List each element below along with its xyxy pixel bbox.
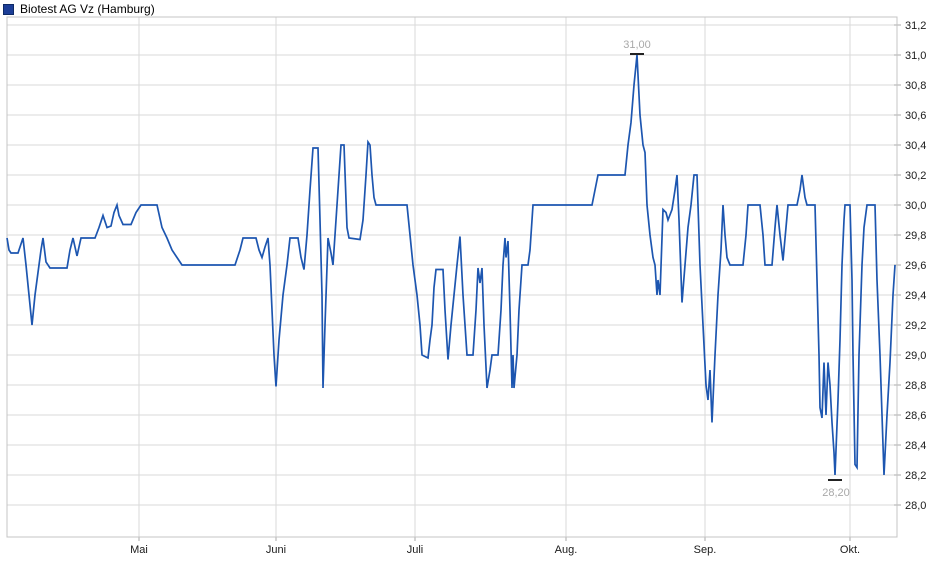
x-axis-label: Mai	[130, 544, 148, 556]
max-price-label: 31,00	[623, 39, 651, 51]
x-axis-label: Juni	[266, 544, 286, 556]
price-line[interactable]	[6, 54, 896, 476]
y-axis-label: 30,8	[905, 80, 926, 92]
chart-title: Biotest AG Vz (Hamburg)	[20, 2, 155, 16]
x-axis-label: Okt.	[840, 544, 860, 556]
y-axis-label: 29,2	[905, 320, 926, 332]
y-axis-label: 30,2	[905, 170, 926, 182]
y-axis-label: 30,0	[905, 200, 926, 212]
x-axis-label: Juli	[407, 544, 424, 556]
y-axis-label: 30,6	[905, 110, 926, 122]
x-axis-label: Sep.	[694, 544, 717, 556]
y-axis-label: 29,0	[905, 350, 926, 362]
plot-border	[6, 16, 898, 538]
min-price-label: 28,20	[822, 487, 850, 499]
legend-color-swatch	[3, 3, 14, 15]
y-axis-label: 29,6	[905, 260, 926, 272]
chart-legend: Biotest AG Vz (Hamburg)	[3, 2, 155, 16]
y-axis-label: 29,8	[905, 230, 926, 242]
y-axis-label: 29,4	[905, 290, 926, 302]
y-axis-label: 30,4	[905, 140, 926, 152]
y-axis-label: 31,2	[905, 20, 926, 32]
x-axis-label: Aug.	[555, 544, 578, 556]
y-axis-label: 28,8	[905, 380, 926, 392]
y-axis-label: 31,0	[905, 50, 926, 62]
y-axis-label: 28,0	[905, 500, 926, 512]
y-axis-label: 28,4	[905, 440, 926, 452]
y-axis-label: 28,2	[905, 470, 926, 482]
y-axis-label: 28,6	[905, 410, 926, 422]
